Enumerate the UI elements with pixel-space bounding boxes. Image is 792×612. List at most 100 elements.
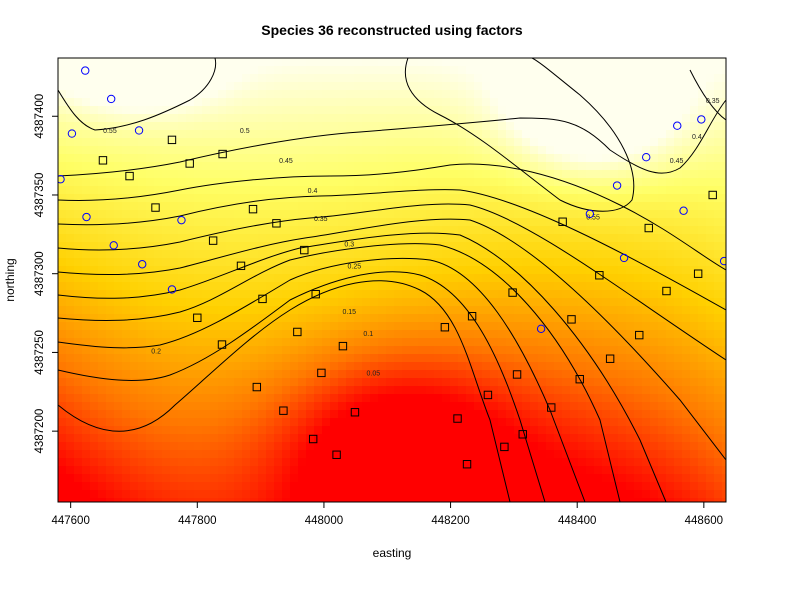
heatmap-cell <box>138 426 147 435</box>
heatmap-cell <box>210 138 219 147</box>
heatmap-cell <box>434 370 443 379</box>
heatmap-cell <box>218 410 227 419</box>
heatmap-cell <box>698 330 707 339</box>
heatmap-cell <box>306 178 315 187</box>
heatmap-cell <box>298 66 307 75</box>
heatmap-cell <box>162 74 171 83</box>
heatmap-cell <box>242 170 251 179</box>
heatmap-cell <box>314 330 323 339</box>
heatmap-cell <box>154 426 163 435</box>
heatmap-cell <box>362 410 371 419</box>
heatmap-cell <box>58 362 67 371</box>
heatmap-cell <box>58 282 67 291</box>
heatmap-cell <box>282 218 291 227</box>
x-tick-label: 447800 <box>178 515 216 527</box>
y-tick-label: 4387300 <box>34 251 46 296</box>
heatmap-cell <box>98 178 107 187</box>
heatmap-cell <box>610 482 619 491</box>
heatmap-cell <box>82 354 91 363</box>
heatmap-cell <box>170 434 179 443</box>
heatmap-cell <box>666 66 675 75</box>
heatmap-cell <box>90 450 99 459</box>
heatmap-cell <box>258 474 267 483</box>
heatmap-cell <box>82 490 91 499</box>
heatmap-cell <box>674 274 683 283</box>
heatmap-cell <box>202 170 211 179</box>
heatmap-cell <box>722 314 726 323</box>
heatmap-cell <box>402 482 411 491</box>
heatmap-cell <box>250 170 259 179</box>
heatmap-cell <box>642 314 651 323</box>
heatmap-cell <box>618 122 627 131</box>
heatmap-cell <box>490 170 499 179</box>
heatmap-cell <box>698 394 707 403</box>
heatmap-cell <box>274 490 283 499</box>
heatmap-cell <box>402 378 411 387</box>
heatmap-cell <box>530 130 539 139</box>
heatmap-cell <box>434 282 443 291</box>
heatmap-cell <box>98 402 107 411</box>
heatmap-cell <box>74 234 83 243</box>
heatmap-cell <box>354 394 363 403</box>
heatmap-cell <box>178 482 187 491</box>
heatmap-cell <box>194 242 203 251</box>
heatmap-cell <box>418 282 427 291</box>
heatmap-cell <box>202 122 211 131</box>
heatmap-cell <box>410 154 419 163</box>
heatmap-cell <box>218 458 227 467</box>
heatmap-cell <box>258 218 267 227</box>
heatmap-cell <box>282 402 291 411</box>
heatmap-cell <box>522 418 531 427</box>
heatmap-cell <box>658 386 667 395</box>
heatmap-cell <box>138 250 147 259</box>
heatmap-cell <box>122 74 131 83</box>
x-tick-label: 447600 <box>51 515 89 527</box>
heatmap-cell <box>106 74 115 83</box>
heatmap-cell <box>250 282 259 291</box>
heatmap-cell <box>674 226 683 235</box>
heatmap-cell <box>130 362 139 371</box>
heatmap-cell <box>186 242 195 251</box>
heatmap-cell <box>602 202 611 211</box>
heatmap-cell <box>114 314 123 323</box>
y-tick-label: 4387200 <box>34 409 46 454</box>
heatmap-cell <box>378 170 387 179</box>
heatmap-cell <box>634 98 643 107</box>
heatmap-cell <box>714 466 723 475</box>
heatmap-cell <box>114 234 123 243</box>
heatmap-cell <box>642 354 651 363</box>
heatmap-cell <box>146 386 155 395</box>
heatmap-cell <box>354 250 363 259</box>
heatmap-cell <box>634 274 643 283</box>
heatmap-cell <box>458 170 467 179</box>
heatmap-cell <box>314 434 323 443</box>
heatmap-cell <box>602 162 611 171</box>
heatmap-cell <box>450 466 459 475</box>
heatmap-cell <box>514 338 523 347</box>
heatmap-cell <box>410 274 419 283</box>
heatmap-cell <box>346 250 355 259</box>
heatmap-cell <box>394 482 403 491</box>
heatmap-cell <box>218 210 227 219</box>
heatmap-cell <box>586 370 595 379</box>
heatmap-cell <box>626 354 635 363</box>
heatmap-cell <box>514 90 523 99</box>
heatmap-cell <box>674 58 683 67</box>
heatmap-cell <box>466 202 475 211</box>
heatmap-cell <box>610 274 619 283</box>
heatmap-cell <box>658 330 667 339</box>
heatmap-cell <box>322 122 331 131</box>
heatmap-cell <box>594 138 603 147</box>
heatmap-cell <box>122 394 131 403</box>
heatmap-cell <box>338 170 347 179</box>
heatmap-cell <box>98 490 107 499</box>
heatmap-cell <box>474 378 483 387</box>
heatmap-cell <box>666 330 675 339</box>
heatmap-cell <box>66 170 75 179</box>
heatmap-cell <box>378 234 387 243</box>
heatmap-cell <box>418 466 427 475</box>
heatmap-cell <box>322 90 331 99</box>
heatmap-cell <box>242 362 251 371</box>
heatmap-cell <box>722 242 726 251</box>
